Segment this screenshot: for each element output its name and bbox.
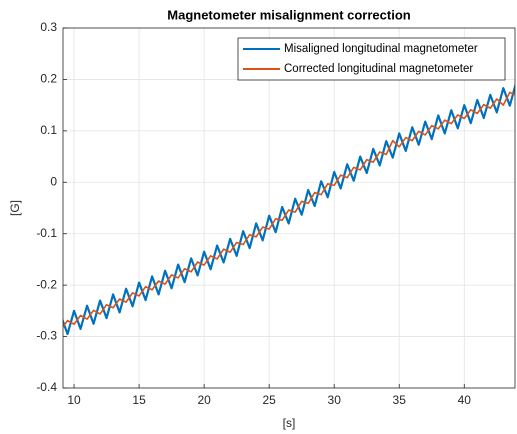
y-tick-label: 0.2: [40, 72, 57, 86]
x-tick-label: 30: [328, 393, 342, 407]
x-tick-label: 35: [393, 393, 407, 407]
lines: [63, 82, 515, 336]
y-tick-label: 0: [50, 174, 57, 188]
ticks: 10 15 20 25 30 35 40 -0.4 -0.3 -0.2 -0.1 0 0.1 0.2 0.3: [36, 20, 471, 407]
legend-label: Corrected longitudinal magnetometer: [284, 63, 473, 75]
legend-box: [237, 37, 506, 81]
y-tick-label: -0.3: [36, 329, 57, 343]
y-tick-label: -0.1: [36, 226, 57, 240]
x-tick-label: 10: [67, 393, 81, 407]
x-tick-label: 20: [197, 393, 211, 407]
legend-label: Misaligned longitudinal magnetometer: [284, 43, 478, 55]
y-tick-label: 0.3: [40, 20, 57, 34]
x-axis-label: [s]: [283, 416, 296, 430]
y-tick-label: -0.4: [36, 380, 57, 394]
plot-area: [63, 28, 515, 388]
y-axis-label: [G]: [8, 200, 22, 216]
chart-title: Magnetometer misalignment correction: [167, 7, 410, 22]
x-tick-label: 40: [458, 393, 472, 407]
y-tick-label: -0.2: [36, 277, 57, 291]
legend: Misaligned longitudinal magnetometer Corr…: [237, 37, 506, 81]
plot-frame: [62, 27, 516, 389]
series-line: [63, 82, 515, 336]
x-tick-label: 25: [262, 393, 276, 407]
y-tick-label: 0.1: [40, 123, 57, 137]
series-line: [63, 91, 515, 329]
x-tick-label: 15: [132, 393, 146, 407]
